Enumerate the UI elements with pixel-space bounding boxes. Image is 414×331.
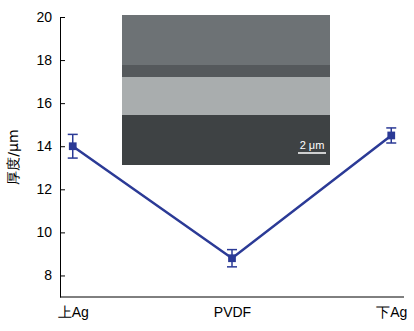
- x-tick: 下Ag: [376, 297, 407, 320]
- x-tick: 上Ag: [58, 297, 89, 320]
- y-axis: 8 10 12 14 16 18 20: [36, 9, 65, 298]
- error-bar: [227, 250, 237, 267]
- error-bar-cap: [386, 127, 396, 129]
- y-tick: 14: [36, 138, 65, 154]
- y-tick-label: 18: [36, 52, 52, 68]
- x-axis-line: [60, 297, 404, 298]
- x-tick: PVDF: [214, 297, 251, 320]
- x-tick-label: 上Ag: [58, 304, 89, 320]
- error-bar-cap: [68, 134, 78, 136]
- y-tick-label: 8: [44, 267, 52, 283]
- y-tick-label: 16: [36, 95, 52, 111]
- inset-image: 2 μm: [122, 15, 330, 165]
- y-tick-label: 14: [36, 138, 52, 154]
- error-bar-cap: [68, 157, 78, 159]
- y-tick: 18: [36, 52, 65, 68]
- x-tick-label: 下Ag: [376, 304, 407, 320]
- y-tick: 20: [36, 9, 65, 25]
- y-tick-mark: [60, 60, 65, 61]
- y-axis-title: 厚度/μm: [5, 129, 21, 184]
- scale-bar: [298, 152, 326, 154]
- y-tick-mark: [60, 189, 65, 190]
- y-tick: 10: [36, 224, 65, 240]
- error-bar: [386, 128, 396, 143]
- y-tick-mark: [60, 275, 65, 276]
- y-tick: 16: [36, 95, 65, 111]
- y-tick-label: 10: [36, 224, 52, 240]
- chart: 2 μm 8 10 12 14 16 18 20 上Ag PVDF 下Ag 厚度/μm: [0, 0, 414, 331]
- error-bar-cap: [386, 142, 396, 144]
- y-axis-line: [60, 18, 61, 298]
- scale-bar-label: 2 μm: [300, 139, 325, 151]
- y-tick-mark: [60, 17, 65, 18]
- x-tick-label: PVDF: [214, 304, 251, 320]
- plot-marks: [68, 128, 397, 267]
- inset-substrate: [122, 115, 330, 165]
- inset-background: [122, 15, 330, 165]
- error-bar-cap: [227, 249, 237, 251]
- y-tick-mark: [60, 146, 65, 147]
- error-bar-cap: [227, 266, 237, 268]
- y-tick: 8: [44, 267, 65, 283]
- data-point: [228, 254, 236, 262]
- data-point: [387, 132, 395, 140]
- y-tick-mark: [60, 103, 65, 104]
- y-tick: 12: [36, 181, 65, 197]
- inset-region: [122, 15, 330, 65]
- y-tick-label: 20: [36, 9, 52, 25]
- y-tick-label: 12: [36, 181, 52, 197]
- data-point: [69, 142, 77, 150]
- error-bar: [68, 134, 78, 158]
- y-tick-mark: [60, 232, 65, 233]
- x-axis: 上Ag PVDF 下Ag: [58, 297, 408, 320]
- data-line: [73, 135, 392, 258]
- inset-film: [122, 77, 330, 115]
